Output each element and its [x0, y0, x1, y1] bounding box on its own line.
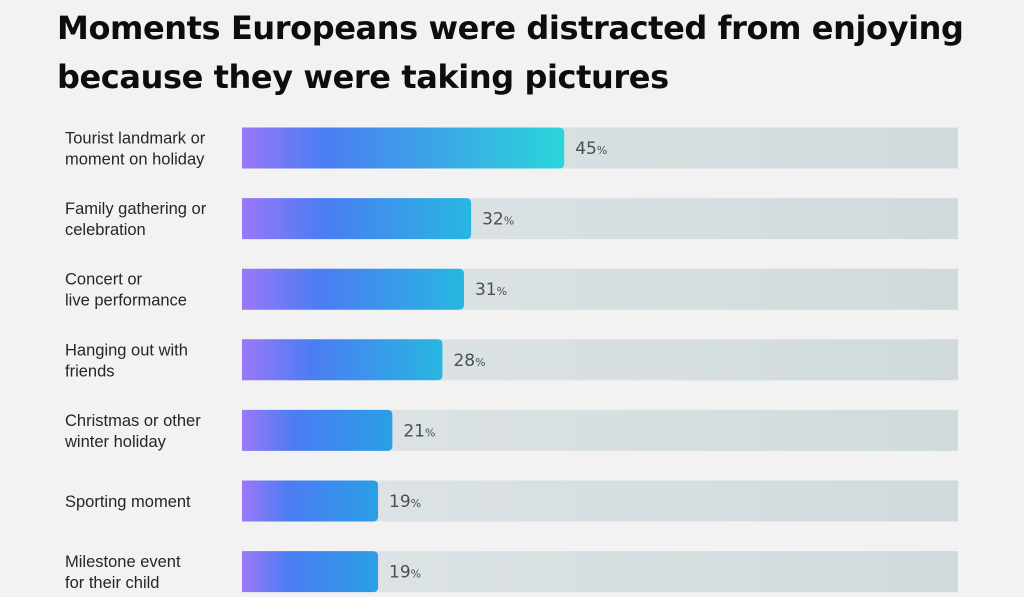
bar: [242, 551, 379, 593]
bar-row: 28% Hanging out with friends: [65, 339, 958, 381]
bar-row: 19% Sporting moment: [65, 480, 958, 522]
chart-title-line-2: because they were taking pictures: [57, 58, 669, 96]
category-label: Concert or: [65, 271, 143, 289]
bar: [242, 198, 472, 240]
category-label: Milestone event: [65, 553, 181, 571]
bar-row: 19% Milestone event for their child: [65, 551, 958, 593]
bar: [242, 268, 464, 310]
data-label: 19%: [389, 492, 421, 512]
bar-row: 21% Christmas or other winter holiday: [64, 409, 958, 451]
bar: [242, 480, 379, 522]
data-label: 28%: [453, 351, 485, 371]
bar: [242, 409, 393, 451]
data-label: 45%: [575, 139, 607, 159]
plot-area: 45% Tourist landmark or moment on holiday 3…: [64, 127, 958, 593]
category-label: friends: [65, 362, 115, 380]
data-label: 21%: [403, 421, 435, 441]
chart-title-line-1: Moments Europeans were distracted from e…: [57, 9, 964, 47]
data-label: 31%: [475, 280, 507, 300]
data-label: 19%: [389, 563, 421, 583]
bar-row: 32% Family gathering or celebration: [65, 198, 958, 240]
category-label: Hanging out with: [65, 341, 188, 359]
bar: [242, 127, 565, 169]
category-label: Family gathering or: [65, 200, 207, 218]
chart-title: Moments Europeans were distracted from e…: [57, 4, 1007, 102]
category-label: Tourist landmark or: [65, 130, 206, 148]
category-label: winter holiday: [64, 433, 167, 451]
bar-row: 45% Tourist landmark or moment on holiday: [65, 127, 958, 169]
bar-row: 31% Concert or live performance: [65, 268, 958, 310]
category-label: for their child: [65, 574, 159, 592]
bar: [242, 339, 443, 381]
data-label: 32%: [482, 210, 514, 230]
category-label: celebration: [65, 221, 146, 239]
category-label: Sporting moment: [65, 493, 191, 511]
category-label: live performance: [65, 292, 187, 310]
category-label: moment on holiday: [65, 151, 205, 169]
category-label: Christmas or other: [65, 412, 201, 430]
